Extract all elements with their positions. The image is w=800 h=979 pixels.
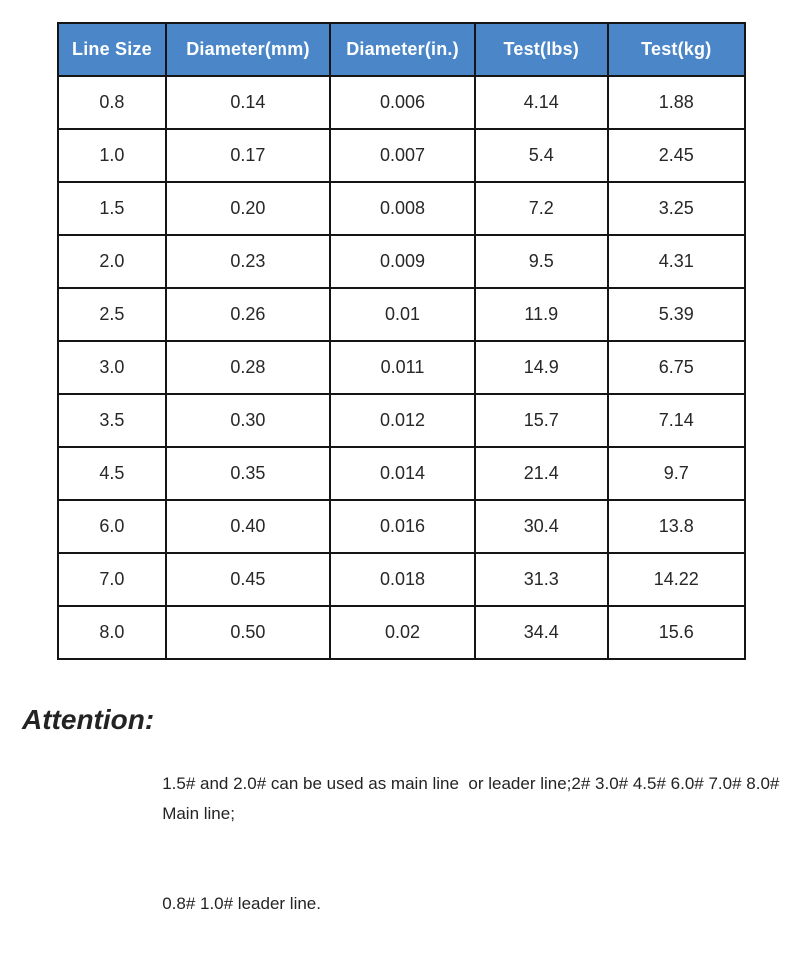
table-row: 4.5 0.35 0.014 21.4 9.7 — [57, 446, 747, 501]
table-cell: 31.3 — [473, 552, 609, 607]
table-cell: 15.7 — [473, 393, 609, 448]
table-cell: 0.02 — [329, 605, 476, 660]
table-cell: 3.0 — [57, 340, 167, 395]
table-cell: 2.5 — [57, 287, 167, 342]
table-cell: 4.31 — [606, 234, 747, 289]
line-spec-table-container: Line Size Diameter(mm) Diameter(in.) Tes… — [57, 22, 747, 660]
table-cell: 0.014 — [329, 446, 476, 501]
table-cell: 1.88 — [606, 75, 747, 130]
table-cell: 1.0 — [57, 128, 167, 183]
table-cell: 4.14 — [473, 75, 609, 130]
table-cell: 13.8 — [606, 499, 747, 554]
table-cell: 0.35 — [164, 446, 332, 501]
table-cell: 0.008 — [329, 181, 476, 236]
column-header-line-size: Line Size — [57, 22, 167, 77]
table-cell: 34.4 — [473, 605, 609, 660]
table-row: 0.8 0.14 0.006 4.14 1.88 — [57, 75, 747, 130]
table-cell: 7.0 — [57, 552, 167, 607]
attention-note: Attention: 1.5# and 2.0# can be used as … — [22, 703, 782, 979]
table-cell: 8.0 — [57, 605, 167, 660]
table-cell: 11.9 — [473, 287, 609, 342]
column-header-diameter-in: Diameter(in.) — [329, 22, 476, 77]
table-row: 8.0 0.50 0.02 34.4 15.6 — [57, 605, 747, 660]
table-cell: 5.4 — [473, 128, 609, 183]
table-cell: 0.018 — [329, 552, 476, 607]
table-cell: 0.012 — [329, 393, 476, 448]
table-cell: 3.5 — [57, 393, 167, 448]
table-cell: 30.4 — [473, 499, 609, 554]
table-cell: 0.28 — [164, 340, 332, 395]
table-cell: 1.5 — [57, 181, 167, 236]
table-cell: 0.009 — [329, 234, 476, 289]
table-cell: 0.01 — [329, 287, 476, 342]
table-cell: 14.22 — [606, 552, 747, 607]
table-cell: 0.006 — [329, 75, 476, 130]
table-cell: 0.8 — [57, 75, 167, 130]
table-cell: 0.20 — [164, 181, 332, 236]
table-cell: 0.17 — [164, 128, 332, 183]
attention-label: Attention: — [22, 704, 155, 735]
table-cell: 0.30 — [164, 393, 332, 448]
column-header-diameter-mm: Diameter(mm) — [164, 22, 332, 77]
table-cell: 21.4 — [473, 446, 609, 501]
line-spec-table: Line Size Diameter(mm) Diameter(in.) Tes… — [57, 22, 747, 660]
header-row: Line Size Diameter(mm) Diameter(in.) Tes… — [57, 22, 747, 77]
table-row: 7.0 0.45 0.018 31.3 14.22 — [57, 552, 747, 607]
table-cell: 0.40 — [164, 499, 332, 554]
table-cell: 0.016 — [329, 499, 476, 554]
table-row: 1.0 0.17 0.007 5.4 2.45 — [57, 128, 747, 183]
attention-line-1: 1.5# and 2.0# can be used as main line o… — [162, 774, 785, 823]
table-cell: 5.39 — [606, 287, 747, 342]
table-cell: 15.6 — [606, 605, 747, 660]
table-cell: 0.007 — [329, 128, 476, 183]
table-row: 2.5 0.26 0.01 11.9 5.39 — [57, 287, 747, 342]
table-cell: 2.45 — [606, 128, 747, 183]
column-header-test-lbs: Test(lbs) — [473, 22, 609, 77]
table-cell: 0.26 — [164, 287, 332, 342]
table-cell: 6.0 — [57, 499, 167, 554]
table-cell: 7.2 — [473, 181, 609, 236]
table-cell: 7.14 — [606, 393, 747, 448]
table-row: 2.0 0.23 0.009 9.5 4.31 — [57, 234, 747, 289]
table-row: 6.0 0.40 0.016 30.4 13.8 — [57, 499, 747, 554]
table-cell: 9.7 — [606, 446, 747, 501]
table-cell: 9.5 — [473, 234, 609, 289]
table-row: 3.0 0.28 0.011 14.9 6.75 — [57, 340, 747, 395]
table-cell: 0.23 — [164, 234, 332, 289]
attention-line-2: 0.8# 1.0# leader line. — [162, 894, 321, 913]
table-cell: 0.011 — [329, 340, 476, 395]
table-cell: 0.14 — [164, 75, 332, 130]
table-cell: 4.5 — [57, 446, 167, 501]
table-cell: 3.25 — [606, 181, 747, 236]
table-cell: 0.45 — [164, 552, 332, 607]
table-cell: 6.75 — [606, 340, 747, 395]
column-header-test-kg: Test(kg) — [606, 22, 747, 77]
table-row: 1.5 0.20 0.008 7.2 3.25 — [57, 181, 747, 236]
attention-text: 1.5# and 2.0# can be used as main line o… — [162, 703, 782, 979]
table-cell: 14.9 — [473, 340, 609, 395]
table-cell: 2.0 — [57, 234, 167, 289]
table-row: 3.5 0.30 0.012 15.7 7.14 — [57, 393, 747, 448]
table-cell: 0.50 — [164, 605, 332, 660]
